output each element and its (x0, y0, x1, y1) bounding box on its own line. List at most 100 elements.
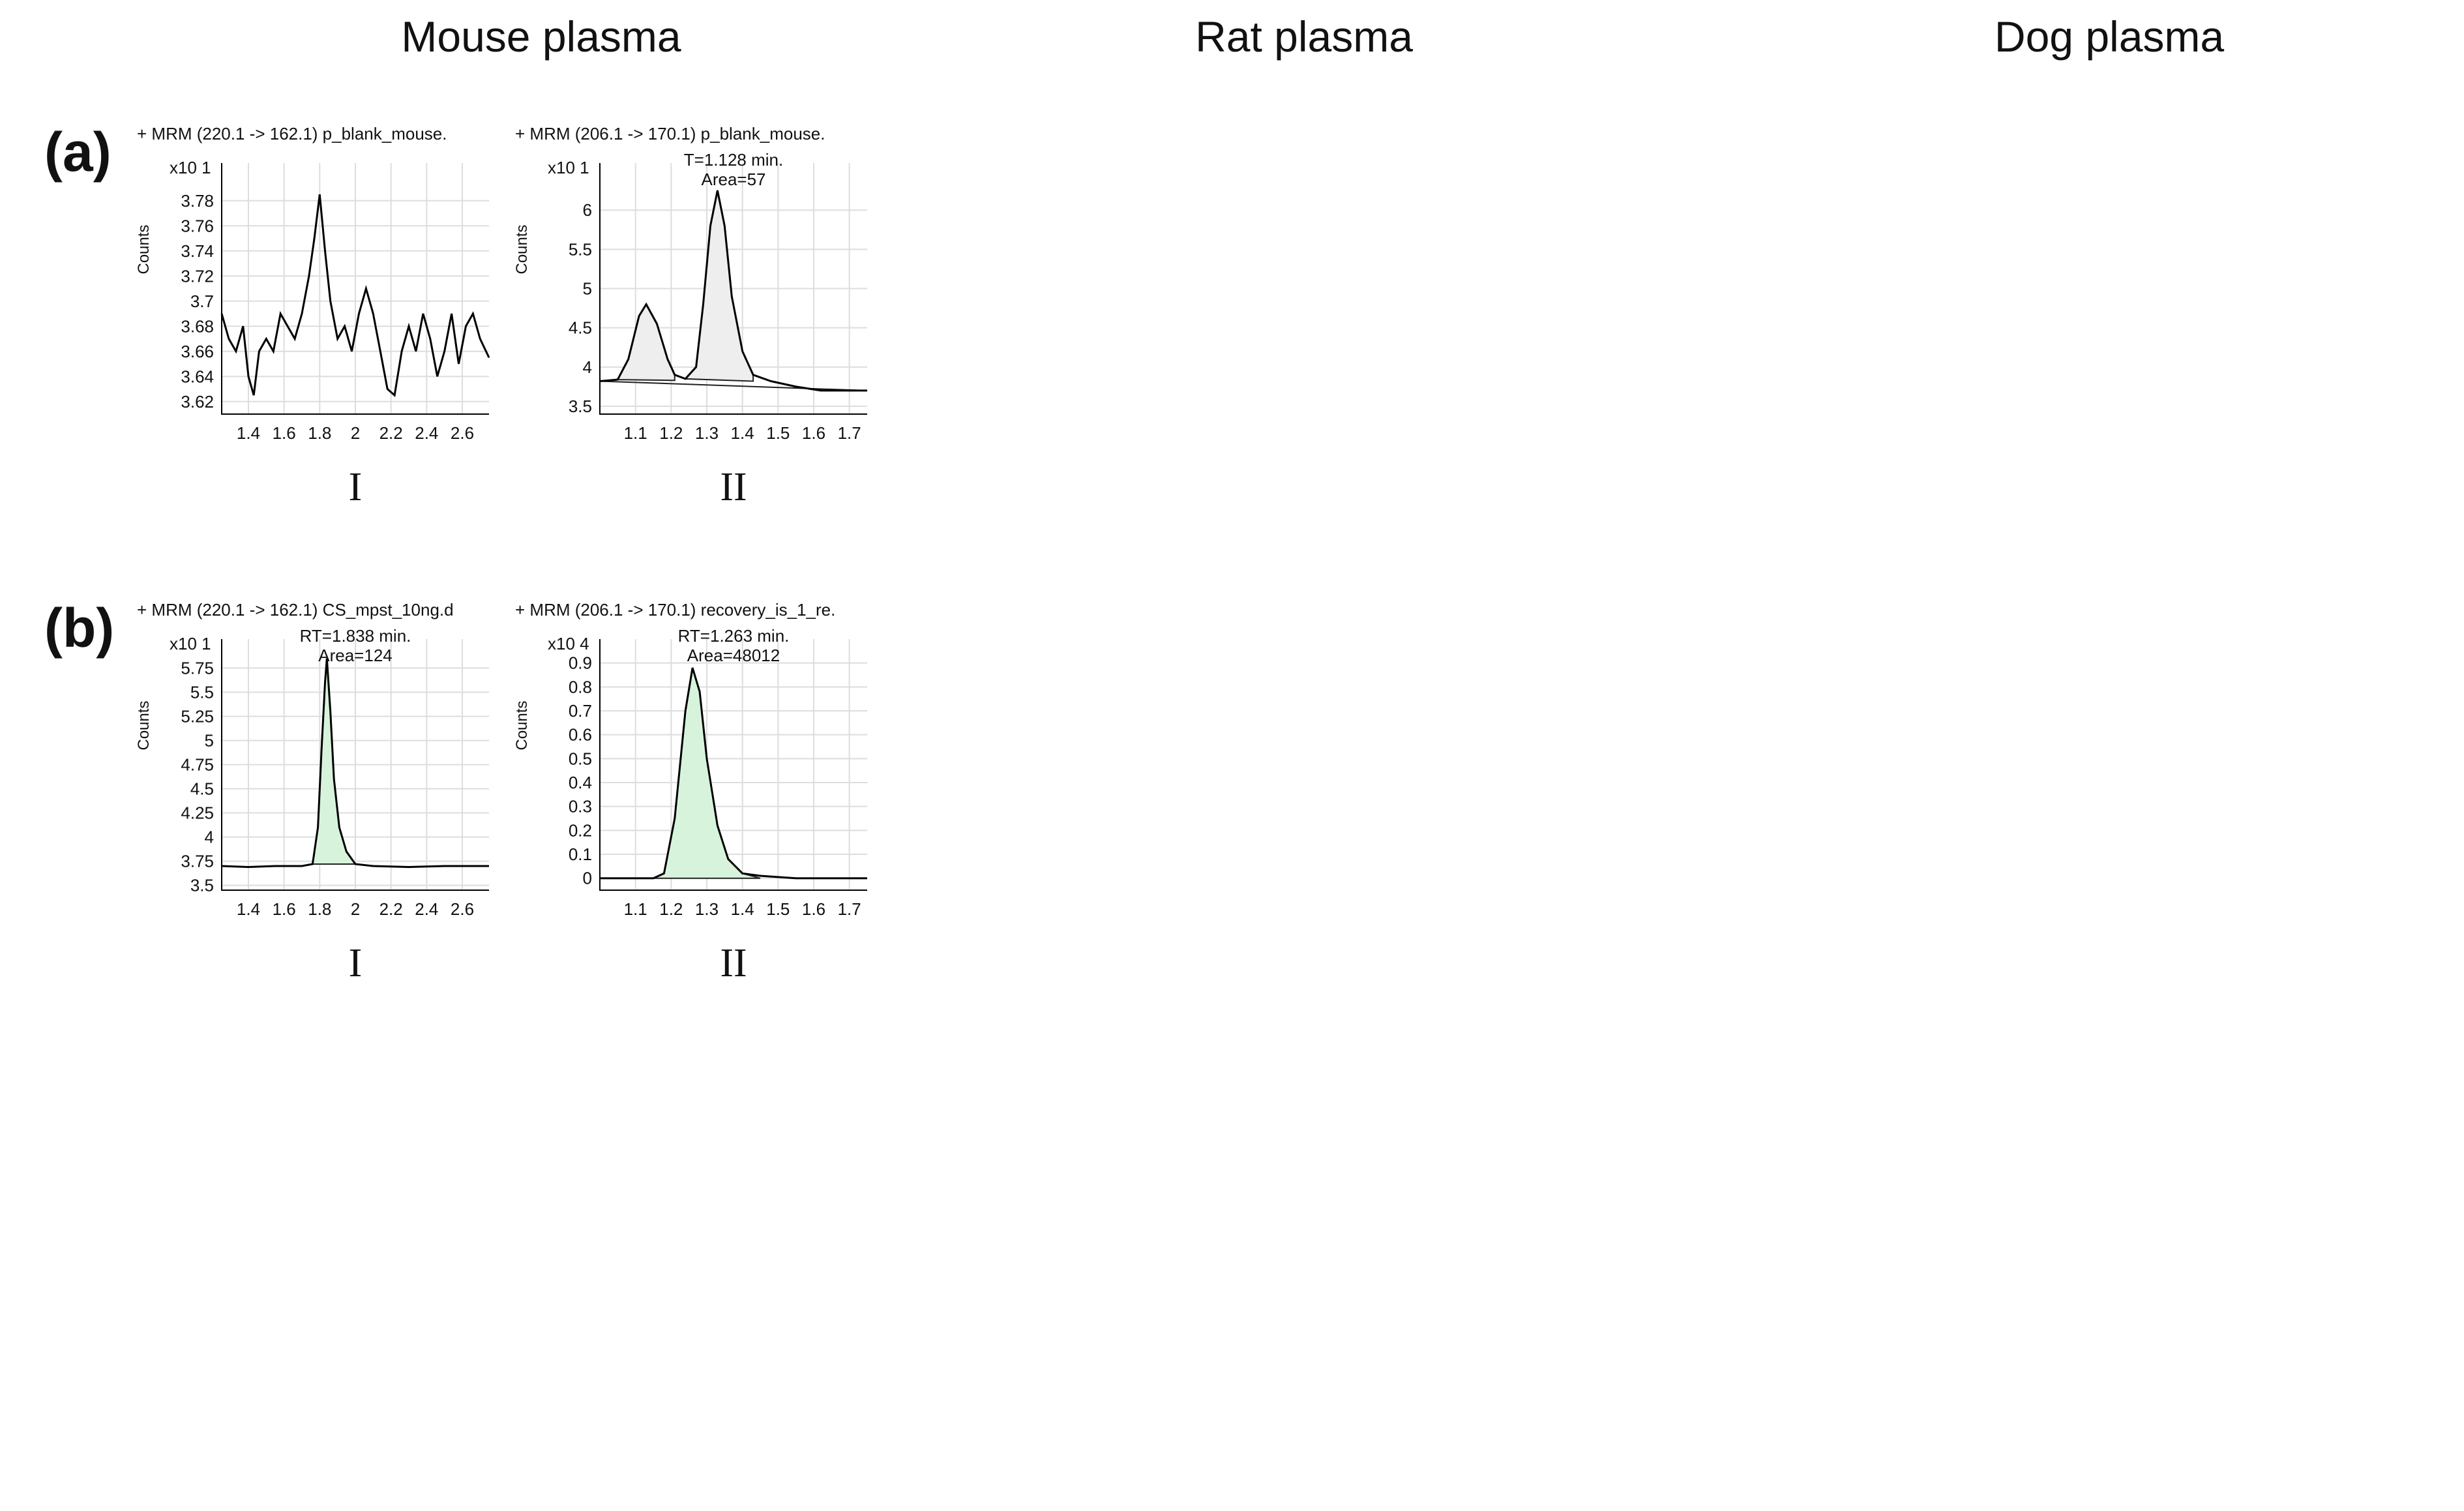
y-tick-label: 0.6 (569, 725, 592, 745)
y-tick-label: 3.76 (181, 216, 214, 235)
chromatogram-panel: + MRM (220.1 -> 162.1) p_blank_mouse. 3.6… (130, 124, 496, 515)
row-label: (a) (44, 121, 111, 183)
peak-area-annotation: Area=57 (701, 170, 765, 189)
y-tick-label: 4.5 (190, 779, 214, 799)
y-tick-label: 0.5 (569, 749, 592, 768)
chromatogram-trace (600, 667, 867, 880)
x-tick-label: 2.6 (451, 423, 474, 443)
column-heading-mouse: Mouse plasma (401, 12, 681, 61)
retention-time-annotation: T=1.128 min. (684, 150, 783, 170)
y-tick-label: 3.5 (190, 876, 214, 895)
peak-area-annotation: Area=124 (318, 646, 392, 665)
x-tick-label: 1.3 (695, 899, 719, 919)
transition-roman-label: I (348, 465, 363, 509)
y-tick-label: 0.7 (569, 701, 592, 721)
transition-roman-label: I (348, 941, 363, 985)
y-tick-label: 4.75 (181, 755, 214, 775)
column-heading-dog: Dog plasma (1994, 12, 2225, 61)
x-tick-label: 1.4 (237, 423, 260, 443)
y-tick-label: 0.2 (569, 820, 592, 840)
x-tick-label: 1.1 (624, 899, 647, 919)
axis-frame (599, 639, 867, 891)
x-tick-label: 1.1 (624, 423, 647, 443)
y-tick-label: 3.74 (181, 241, 214, 261)
x-tick-label: 1.8 (308, 423, 331, 443)
y-tick-label: 0.8 (569, 677, 592, 696)
retention-time-annotation: RT=1.263 min. (678, 626, 790, 646)
x-tick-label: 1.7 (838, 423, 861, 443)
panel-title: + MRM (206.1 -> 170.1) p_blank_mouse. (515, 124, 825, 143)
transition-roman-label: II (720, 465, 747, 509)
y-tick-label: 5.25 (181, 706, 214, 726)
column-heading-rat: Rat plasma (1195, 12, 1413, 61)
chromatogram-trace (221, 658, 489, 869)
chromatogram-panel: + MRM (206.1 -> 170.1) recovery_is_1_re.… (509, 600, 874, 991)
x-tick-label: 1.7 (838, 899, 861, 919)
x-tick-label: 2.4 (415, 423, 438, 443)
y-tick-label: 3.68 (181, 316, 214, 336)
chromatogram-panel: + MRM (220.1 -> 162.1) CS_mpst_10ng.d 3.5… (130, 600, 496, 991)
y-tick-label: 4 (205, 828, 214, 847)
y-tick-label: 3.62 (181, 392, 214, 411)
row-label: (b) (44, 597, 115, 659)
panel-title: + MRM (206.1 -> 170.1) recovery_is_1_re. (515, 600, 836, 620)
peak-area-annotation: Area=48012 (687, 646, 780, 665)
chromatogram-plot: 0 0.1 0.2 0.3 0.4 0.5 0.6 0.7 0.8 0.9 1.1 1.2 1.3 1.4… (513, 626, 867, 919)
y-tick-label: 0.3 (569, 797, 592, 816)
x-tick-label: 1.2 (659, 423, 683, 443)
x-tick-label: 1.5 (766, 899, 790, 919)
x-tick-label: 1.3 (695, 423, 719, 443)
axis-frame (221, 163, 489, 415)
x-tick-label: 1.6 (802, 423, 825, 443)
x-tick-label: 2.2 (379, 423, 403, 443)
y-tick-label: 5 (205, 730, 214, 750)
y-axis-label: Counts (135, 700, 153, 750)
x-tick-label: 1.4 (237, 899, 260, 919)
y-tick-label: 0.1 (569, 845, 592, 864)
x-tick-label: 2.2 (379, 899, 403, 919)
chromatogram-plot: 3.62 3.64 3.66 3.68 3.7 3.72 3.74 3.76 3.78 1.4 1.… (135, 158, 490, 443)
y-axis-label: Counts (135, 224, 153, 274)
y-tick-label: 5.5 (190, 682, 214, 702)
y-tick-label: 3.75 (181, 852, 214, 871)
y-tick-label: 0.4 (569, 773, 592, 792)
chromatogram-plot: 3.5 4 4.5 5 5.5 6 1.1 1.2 1.3 1.4 1.5 1.6 1.7 Counts x… (513, 150, 868, 443)
x-tick-label: 1.4 (731, 899, 754, 919)
axis-frame (221, 639, 489, 891)
y-tick-label: 3.7 (190, 292, 214, 311)
y-tick-label: 5 (583, 279, 592, 299)
y-tick-label: 3.78 (181, 191, 214, 211)
y-multiplier-label: x10 1 (170, 158, 211, 177)
panel-title: + MRM (220.1 -> 162.1) CS_mpst_10ng.d (137, 600, 454, 620)
x-tick-label: 2 (351, 423, 360, 443)
x-tick-label: 2 (351, 899, 360, 919)
transition-roman-label: II (720, 941, 747, 985)
y-tick-label: 3.5 (569, 396, 592, 416)
x-tick-label: 1.6 (273, 423, 296, 443)
y-tick-label: 4.5 (569, 318, 592, 338)
y-tick-label: 3.64 (181, 367, 214, 386)
x-tick-label: 1.4 (731, 423, 754, 443)
chromatogram-panel: + MRM (206.1 -> 170.1) p_blank_mouse. 3.5… (509, 124, 874, 515)
y-tick-label: 0 (583, 869, 592, 888)
y-tick-label: 6 (583, 200, 592, 220)
y-tick-label: 5.5 (569, 239, 592, 259)
x-tick-label: 2.4 (415, 899, 438, 919)
integrated-peak-area (616, 303, 675, 381)
y-tick-label: 3.66 (181, 342, 214, 361)
chromatogram-trace (220, 194, 490, 398)
y-tick-label: 4.25 (181, 803, 214, 823)
x-tick-label: 1.5 (766, 423, 790, 443)
x-tick-label: 1.6 (273, 899, 296, 919)
panel-title: + MRM (220.1 -> 162.1) p_blank_mouse. (137, 124, 447, 143)
y-multiplier-label: x10 4 (548, 634, 589, 653)
y-axis-label: Counts (513, 224, 531, 274)
integration-baseline (599, 380, 868, 391)
y-tick-label: 4 (583, 357, 592, 377)
y-multiplier-label: x10 1 (548, 158, 589, 177)
retention-time-annotation: RT=1.838 min. (300, 626, 411, 646)
axis-frame (599, 163, 867, 415)
chromatogram-plot: 3.5 3.75 4 4.25 4.5 4.75 5 5.25 5.5 5.75 1.4 1.6 1.8… (135, 626, 489, 919)
x-tick-label: 1.2 (659, 899, 683, 919)
